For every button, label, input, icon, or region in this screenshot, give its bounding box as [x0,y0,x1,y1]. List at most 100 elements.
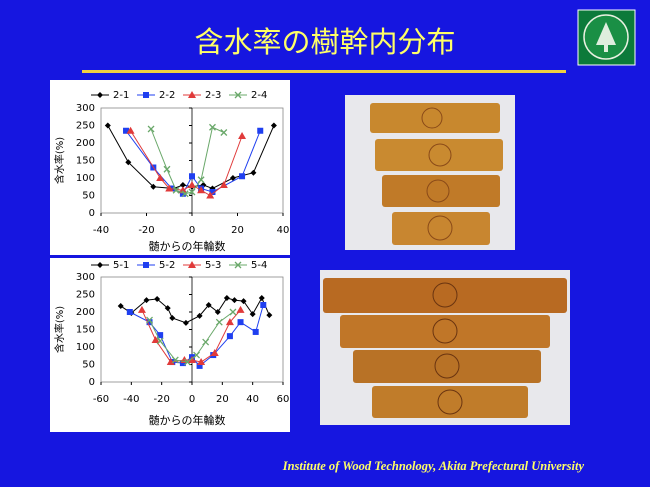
data-point [169,314,176,321]
legend-label: 5-1 [113,260,129,271]
y-tick-label: 100 [76,342,95,353]
data-point [171,356,179,364]
y-tick-label: 100 [76,173,95,184]
legend-label: 2-4 [251,90,267,101]
legend-marker [97,262,103,268]
legend-label: 5-3 [205,260,221,271]
chart-panel [50,258,290,432]
data-point [164,305,171,312]
data-point [179,190,186,197]
data-point [183,358,191,366]
data-point [188,181,196,188]
data-point [182,319,189,326]
photo [345,95,515,250]
data-point [156,337,164,345]
legend-marker [234,261,242,269]
data-point [236,305,245,313]
data-point [146,319,153,326]
data-point [197,176,205,184]
data-point [147,125,155,133]
data-point [146,316,153,324]
data-point [143,297,150,304]
data-point [210,348,219,356]
legend-label: 5-2 [159,260,175,271]
x-tick-label: 40 [246,394,259,405]
data-point [240,298,247,305]
data-point [172,186,180,194]
data-point [123,127,130,134]
data-point [257,127,264,134]
data-point [150,183,157,190]
data-point [188,188,196,196]
data-point [179,360,186,367]
x-tick-label: 20 [231,225,244,236]
legend-label: 2-3 [205,90,221,101]
data-point [219,181,228,188]
data-point [137,305,146,313]
x-tick-label: 0 [189,394,195,405]
x-tick-label: 0 [189,225,195,236]
legend-marker [188,91,196,98]
data-point [163,165,171,173]
x-tick-label: 60 [277,394,290,405]
logo [577,9,636,66]
y-tick-label: 300 [76,103,95,114]
y-axis-label: 含水率(%) [53,306,66,353]
legend-marker [97,92,103,98]
data-point [249,311,256,318]
data-point [225,318,234,326]
data-point [239,173,246,180]
data-point [157,332,164,339]
data-point [266,312,273,319]
data-point [197,358,206,366]
chart-panel [50,80,290,255]
data-point [179,182,186,188]
legend-label: 2-2 [159,90,175,101]
x-tick-label: -60 [93,394,109,405]
data-point [202,338,210,346]
title-underline [82,70,566,73]
legend-marker [143,262,149,268]
legend-label: 2-1 [113,90,129,101]
data-point [229,175,236,181]
data-point [205,302,212,308]
data-point [188,355,196,363]
data-point [206,191,215,199]
data-point [209,189,216,195]
x-tick-label: -40 [123,394,139,405]
y-tick-label: 200 [76,138,95,149]
y-axis-label: 含水率(%) [53,137,66,184]
x-axis-label: 髄からの年輪数 [149,413,226,427]
data-point [250,169,257,176]
photo [320,270,570,425]
x-tick-label: 40 [277,225,290,236]
slide-title: 含水率の樹幹内分布 [194,25,455,59]
legend-label: 5-4 [251,260,267,271]
x-axis-label: 髄からの年輪数 [149,239,226,253]
data-point [178,186,187,194]
series-line [120,296,270,324]
data-point [214,309,221,315]
data-point [196,362,203,369]
y-tick-label: 250 [76,121,95,132]
x-tick-label: -20 [153,394,169,405]
y-tick-label: 150 [76,156,95,167]
data-point [220,129,228,136]
data-point [126,309,133,315]
data-point [156,174,165,181]
data-point [270,122,277,129]
data-point [237,319,244,326]
data-point [189,173,195,180]
y-tick-label: 250 [76,290,95,301]
data-point [258,295,265,301]
legend-marker [188,261,196,268]
data-point [196,312,203,319]
data-point [126,126,135,134]
series-line [150,126,225,195]
footer: Institute of Wood Technology, Akita Pref… [282,459,585,473]
data-point [197,186,206,194]
data-point [229,308,237,316]
y-tick-label: 0 [89,208,95,219]
